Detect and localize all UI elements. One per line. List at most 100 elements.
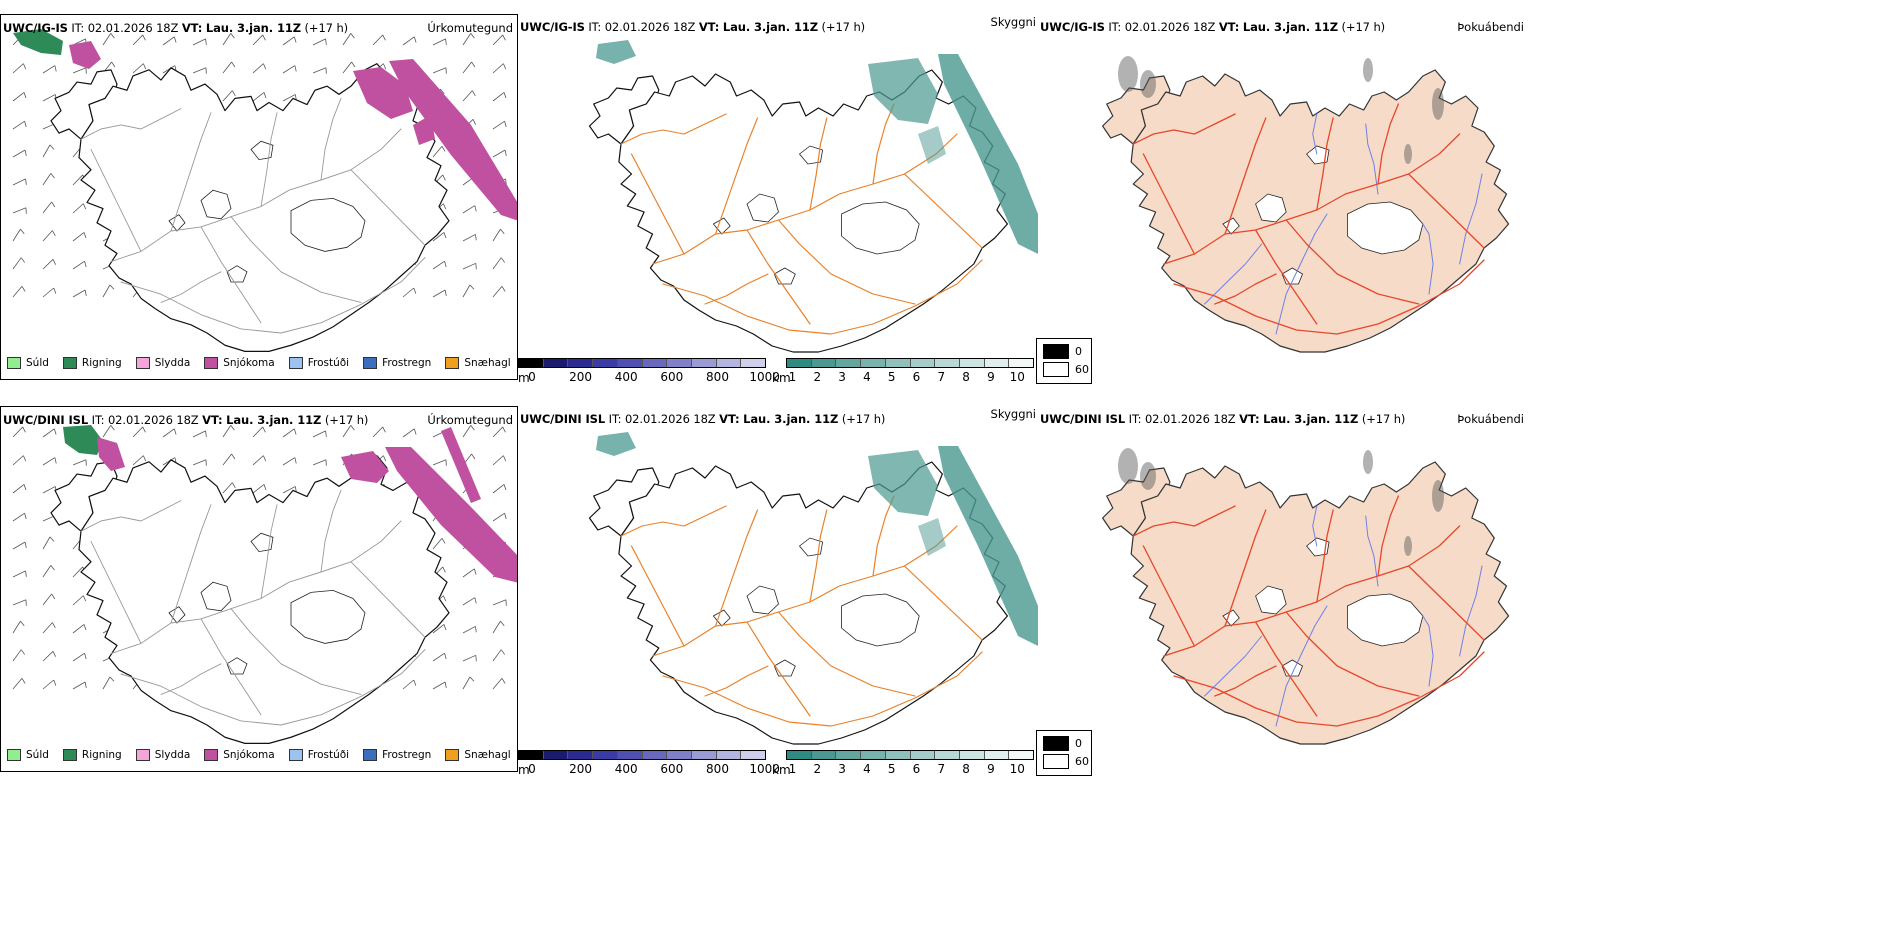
glacier-outline (200, 581, 232, 612)
wind-barb (282, 36, 295, 46)
wind-barb (162, 457, 176, 466)
colorbar-tick: 5 (887, 762, 896, 776)
snow-area (97, 437, 125, 471)
it-label: IT: (608, 412, 622, 426)
wind-barb-flag (413, 679, 417, 686)
wind-barb-flag (232, 482, 236, 489)
wind-barb-flag (51, 201, 56, 208)
wind-barb (312, 459, 327, 466)
wind-barb (132, 34, 144, 46)
wind-barb-flag (84, 261, 87, 268)
wind-barb (72, 260, 85, 270)
wind-barb (42, 622, 53, 634)
glacier-outline (250, 140, 274, 161)
glacier-outline (798, 145, 824, 165)
wind-barb-flag (472, 90, 476, 97)
elevation-colorbar: 0 200 400 600 800 1000 m (518, 358, 780, 385)
colorbar-tick: 800 (706, 762, 729, 776)
wind-barb (312, 67, 327, 74)
legend-swatch (363, 749, 378, 761)
model-name: UWC/IG-IS (520, 20, 585, 34)
colorbar-tick: 1000 (749, 762, 780, 776)
wind-barb (402, 287, 414, 298)
colorbar-unit: km (772, 763, 791, 777)
visibility-panel-ig: UWC/IG-IS IT: 02.01.2026 18Z VT: Lau. 3.… (518, 14, 1038, 380)
wind-barb-flag (475, 655, 477, 662)
wind-barb-flag (205, 430, 207, 437)
legend-swatch (62, 357, 77, 369)
wind-barb (72, 289, 86, 298)
road-line (809, 509, 828, 603)
legend-label: Frostregn (382, 749, 432, 761)
glacier-outline (798, 537, 824, 557)
legend-label: Rigning (81, 357, 122, 369)
lead-time: (+17 h) (821, 20, 866, 34)
colorbar-segment (593, 751, 618, 759)
fog-panel-ig: UWC/IG-IS IT: 02.01.2026 18Z VT: Lau. 3.… (1038, 14, 1528, 380)
wind-barb (72, 566, 84, 578)
coastline (78, 63, 450, 352)
colorbar-segment (861, 751, 886, 759)
road-line (170, 112, 212, 232)
vt-label: VT: (719, 412, 740, 426)
iceland-map (588, 461, 1008, 745)
panel-header: UWC/IG-IS IT: 02.01.2026 18Z VT: Lau. 3.… (520, 20, 865, 34)
road-line (120, 257, 426, 334)
wind-barb (492, 257, 502, 270)
colorbar-tick: 7 (937, 370, 946, 384)
wind-barb-flag (50, 565, 55, 571)
glacier-outline (1255, 585, 1287, 615)
wind-barb-flag (262, 426, 266, 433)
low-visibility-areas (596, 432, 1038, 646)
fog-legend-swatch (1043, 362, 1069, 377)
fog-legend-item: 0 (1043, 344, 1082, 359)
wind-barb (72, 203, 84, 214)
legend-label: Súld (26, 357, 49, 369)
wind-barb-flag (475, 263, 477, 270)
river-line (1459, 565, 1483, 657)
legend-item: Rigning (62, 749, 122, 761)
colorbar-segment (885, 359, 911, 367)
colorbar-unit: m (518, 371, 530, 385)
legend-swatch (363, 357, 378, 369)
glacier-outline (746, 585, 779, 615)
wind-barb (462, 654, 476, 662)
panel-header: UWC/DINI ISL IT: 02.01.2026 18Z VT: Lau.… (1040, 412, 1405, 426)
wind-barb-flag (443, 595, 447, 602)
wind-barb-flag (442, 174, 446, 181)
lead-time: (+17 h) (324, 413, 369, 427)
wind-barb (12, 649, 22, 662)
wind-barb (222, 33, 232, 46)
wind-barb (432, 681, 446, 690)
wind-barb (42, 565, 52, 578)
model-name: UWC/DINI ISL (1040, 412, 1126, 426)
wind-barb-flag (441, 538, 446, 544)
wind-barb-flag (205, 38, 207, 45)
wind-barb-flag (501, 678, 506, 684)
wind-barb-flag (21, 286, 26, 292)
wind-barb-flag (469, 284, 475, 290)
precip-type-panel-ig: UWC/IG-IS IT: 02.01.2026 18Z VT: Lau. 3.… (0, 14, 518, 380)
wind-barb (432, 538, 443, 550)
river-line (1422, 223, 1434, 295)
road-line (1377, 495, 1400, 577)
river-line (1312, 113, 1318, 155)
wind-barb-flag (294, 457, 297, 464)
fog-signal-area (1140, 70, 1156, 98)
wind-barb (12, 541, 26, 550)
wind-barb (462, 597, 476, 606)
wind-barb-flag (413, 287, 417, 294)
colorbar-tick: 8 (962, 370, 970, 384)
colorbar-segment (543, 751, 569, 759)
legend-label: Snæhagl (464, 749, 511, 761)
wind-barb (222, 482, 233, 494)
colorbar-segment (716, 359, 742, 367)
wind-barb (462, 61, 472, 74)
panel-header: UWC/IG-IS IT: 02.01.2026 18Z VT: Lau. 3.… (3, 21, 348, 35)
low-visibility-area (938, 54, 1038, 254)
wind-barb-flag (54, 457, 57, 464)
wind-barb-flag (350, 33, 355, 39)
road-line (777, 611, 916, 697)
vt-value: Lau. 3.jan. 11Z (226, 413, 322, 427)
wind-barb (42, 201, 52, 214)
